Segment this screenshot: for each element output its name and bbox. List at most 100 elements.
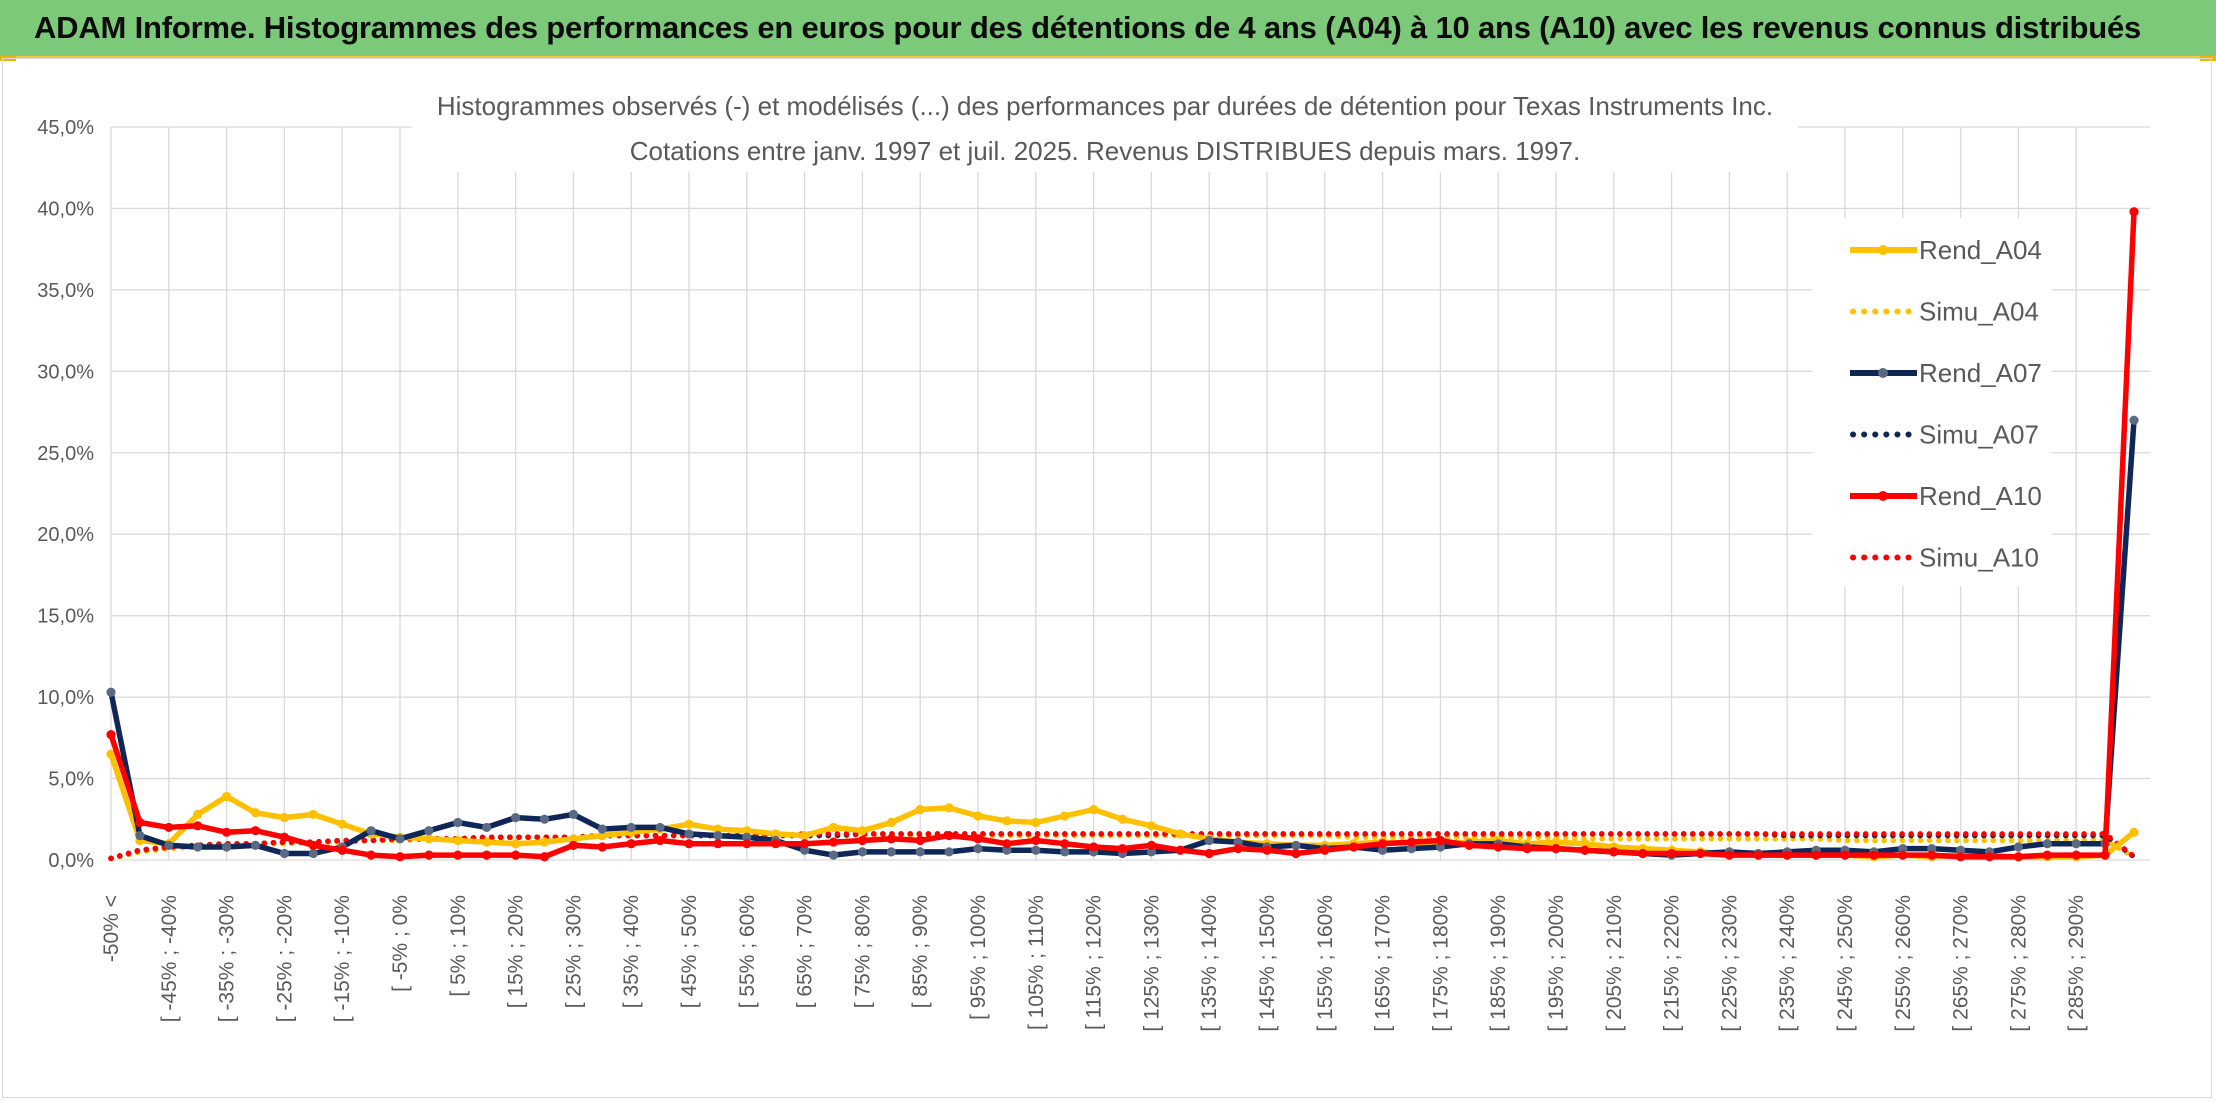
x-tick-label: [ 105% ; 110% — [1025, 895, 1048, 1030]
data-point — [915, 835, 925, 846]
data-point — [944, 803, 954, 813]
data-point — [568, 840, 579, 850]
chart-frame — [2, 58, 2212, 1098]
data-point — [222, 791, 232, 802]
data-point — [510, 839, 521, 849]
series-layer — [106, 207, 2139, 862]
data-point — [482, 850, 492, 860]
data-point — [1378, 839, 1388, 849]
x-tick-label: [ 225% ; 230% — [1718, 895, 1741, 1032]
data-point — [886, 847, 896, 857]
data-point — [1956, 852, 1966, 862]
x-tick-label: [ 55% ; 60% — [736, 895, 759, 1008]
data-point — [2042, 850, 2052, 860]
data-point — [135, 817, 145, 828]
data-point — [453, 850, 463, 860]
legend: Rend_A04 Simu_A04 Rend_A07 Simu_A07 Rend_A10… — [1812, 218, 2052, 586]
data-point — [626, 839, 636, 849]
legend-background — [1812, 218, 2052, 586]
y-tick-label: 40,0% — [37, 198, 94, 220]
data-point — [1146, 847, 1156, 857]
data-point — [1667, 848, 1677, 859]
data-point — [1869, 850, 1879, 860]
data-point — [1031, 817, 1041, 828]
data-point — [1060, 847, 1070, 857]
data-point — [135, 830, 145, 841]
x-tick-label: [ -45% ; -40% — [158, 895, 181, 1022]
y-tick-label: 0,0% — [48, 850, 94, 872]
legend-label: Simu_A10 — [1919, 543, 2039, 573]
data-point — [713, 824, 723, 834]
data-point — [2071, 839, 2081, 849]
data-point — [164, 822, 174, 833]
data-point — [482, 837, 492, 847]
series-Rend_A10 — [106, 207, 2139, 862]
data-point — [1204, 848, 1214, 859]
x-tick-label: [ 85% ; 90% — [909, 895, 932, 1008]
legend-marker — [1878, 245, 1888, 255]
y-tick-label: 20,0% — [37, 524, 94, 546]
data-point — [1089, 842, 1099, 852]
data-point — [1031, 845, 1041, 855]
data-point — [2100, 850, 2110, 860]
data-point — [1002, 839, 1012, 849]
x-tick-label: [ 65% ; 70% — [794, 895, 817, 1008]
data-point — [308, 848, 318, 859]
data-point — [1002, 816, 1012, 826]
data-point — [684, 819, 694, 829]
x-tick-label: [ -25% ; -20% — [273, 895, 296, 1022]
data-point — [1753, 850, 1763, 860]
data-point — [886, 834, 896, 844]
data-point — [1060, 839, 1070, 849]
chart-subtitle: Cotations entre janv. 1997 et juil. 2025… — [630, 136, 1580, 166]
x-tick-label: [ 125% ; 130% — [1140, 895, 1163, 1032]
data-point — [308, 840, 318, 850]
data-point — [1840, 850, 1850, 860]
data-point — [2071, 850, 2081, 860]
y-tick-label: 35,0% — [37, 280, 94, 302]
data-point — [1002, 845, 1012, 855]
data-point — [857, 835, 868, 846]
data-point — [1233, 837, 1243, 847]
x-tick-label: [ -5% ; 0% — [389, 895, 412, 992]
data-point — [1898, 850, 1908, 860]
data-point — [539, 837, 550, 847]
data-point — [1638, 848, 1648, 859]
data-point — [742, 826, 752, 836]
banner-title: ADAM Informe. Histogrammes des performan… — [34, 10, 2142, 45]
legend-marker — [1878, 368, 1888, 378]
legend-label: Simu_A04 — [1919, 297, 2039, 327]
data-point — [1927, 843, 1937, 854]
data-point — [857, 826, 868, 836]
y-tick-label: 10,0% — [37, 687, 94, 709]
data-point — [1551, 837, 1561, 847]
data-point — [655, 822, 665, 833]
data-point — [1291, 848, 1301, 859]
data-point — [1551, 843, 1561, 854]
title-banner: ADAM Informe. Histogrammes des performan… — [0, 0, 2216, 58]
data-point — [1811, 850, 1821, 860]
data-point — [1291, 840, 1301, 850]
data-point — [1695, 848, 1706, 859]
data-point — [742, 832, 752, 842]
data-point — [828, 850, 839, 860]
data-point — [1435, 842, 1445, 852]
data-point — [1262, 845, 1272, 855]
data-point — [973, 843, 983, 854]
data-point — [1175, 829, 1185, 839]
x-tick-label: [ 185% ; 190% — [1487, 895, 1510, 1032]
x-tick-label: [ 275% ; 280% — [2007, 895, 2030, 1032]
data-point — [164, 840, 174, 850]
data-point — [1349, 842, 1359, 852]
x-tick-label: -50% < — [100, 895, 123, 962]
data-point — [1522, 843, 1532, 854]
x-tick-label: [ 175% ; 180% — [1429, 895, 1452, 1032]
data-point — [1320, 845, 1330, 855]
x-tick-label: [ 215% ; 220% — [1661, 895, 1684, 1032]
data-point — [568, 809, 579, 819]
chart-title-background — [412, 84, 1798, 172]
data-point — [510, 813, 521, 823]
data-point — [973, 811, 983, 821]
data-point — [713, 839, 723, 849]
data-point — [279, 813, 289, 823]
